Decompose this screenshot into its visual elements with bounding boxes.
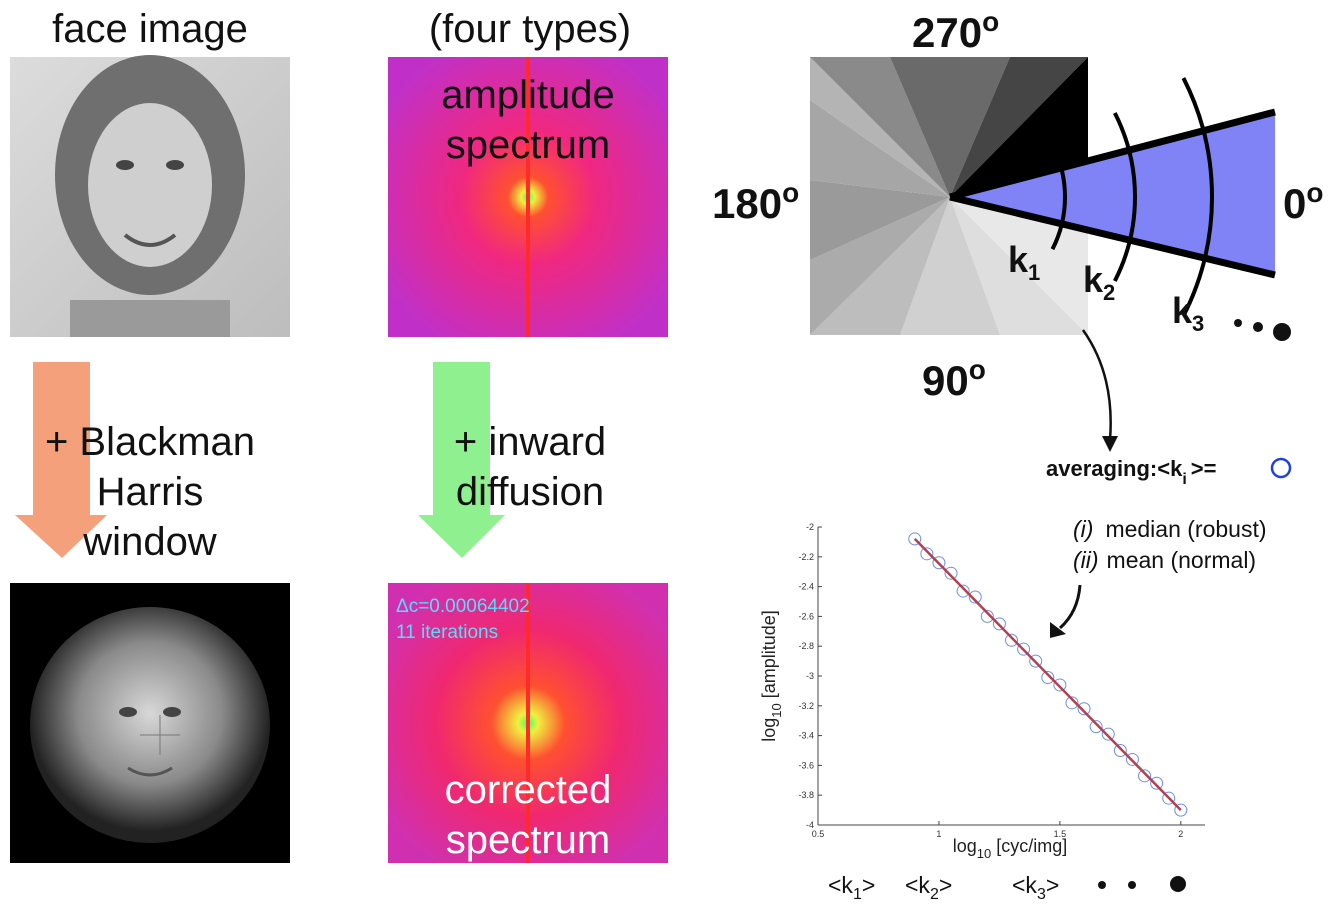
window-label: Harris xyxy=(97,470,204,514)
x-axis-label: log10[cyc/img] xyxy=(953,836,1068,861)
y-tick-label: -2.2 xyxy=(798,552,814,562)
y-tick-label: -3.8 xyxy=(798,790,814,800)
fit-line xyxy=(915,539,1181,810)
figure: face image + Blackman Harris window (fou… xyxy=(0,0,1336,904)
ring-label: k3 xyxy=(1172,290,1204,336)
angle-label: 90o xyxy=(922,354,986,404)
bottom-label: <k3> xyxy=(1012,872,1059,903)
bottom-label: <k1> xyxy=(828,872,875,903)
y-tick-label: -4 xyxy=(806,820,814,830)
y-tick-label: -3 xyxy=(806,671,814,681)
ring-label: k2 xyxy=(1083,259,1115,305)
y-tick-label: -2.6 xyxy=(798,611,814,621)
curved-arrow xyxy=(1083,330,1118,452)
y-axis-label: log10[amplitude] xyxy=(759,610,784,742)
x-tick-label: 0.5 xyxy=(812,829,825,839)
method-label: (i)median (robust) xyxy=(1073,516,1267,542)
window-label: + Blackman xyxy=(45,420,255,464)
face-title: face image xyxy=(52,7,248,51)
iterations-label: 11 iterations xyxy=(396,622,498,643)
bottom-label: <k2> xyxy=(905,872,952,903)
angle-label: 0o xyxy=(1283,177,1323,227)
method-label: (ii)mean (normal) xyxy=(1073,547,1256,573)
data-point xyxy=(1102,728,1114,740)
y-tick-label: -3.2 xyxy=(798,701,814,711)
wedge-diagram xyxy=(810,57,1275,335)
corrected-label: corrected xyxy=(445,768,612,812)
x-tick-label: 2 xyxy=(1178,829,1183,839)
spectrum-label: amplitude xyxy=(441,73,614,117)
face-photo xyxy=(10,55,290,337)
angle-label: 270o xyxy=(912,6,999,56)
spectrum-label: spectrum xyxy=(446,123,611,167)
y-tick-label: -2 xyxy=(806,522,814,532)
diffusion-label: diffusion xyxy=(456,470,604,514)
averaging-symbol xyxy=(1272,459,1290,477)
spectrum-title: (four types) xyxy=(429,7,631,51)
delta-label: Δc=0.00064402 xyxy=(396,596,530,617)
data-point xyxy=(1054,679,1066,691)
y-tick-label: -3.6 xyxy=(798,760,814,770)
averaging-label: averaging:<ki>= xyxy=(1046,456,1217,488)
corrected-label: spectrum xyxy=(446,818,611,862)
curved-arrow xyxy=(1050,585,1080,638)
y-tick-label: -3.4 xyxy=(798,731,814,741)
y-tick-label: -2.4 xyxy=(798,582,814,592)
window-label: window xyxy=(82,520,217,564)
data-point xyxy=(1114,745,1126,757)
diffusion-label: + inward xyxy=(454,420,606,464)
ellipsis-dots xyxy=(1234,319,1291,341)
windowed-face xyxy=(10,583,290,863)
x-tick-label: 1 xyxy=(936,829,941,839)
data-point xyxy=(1151,777,1163,789)
y-tick-label: -2.8 xyxy=(798,641,814,651)
ellipsis-dots xyxy=(1098,876,1186,892)
angle-label: 180o xyxy=(712,177,799,227)
